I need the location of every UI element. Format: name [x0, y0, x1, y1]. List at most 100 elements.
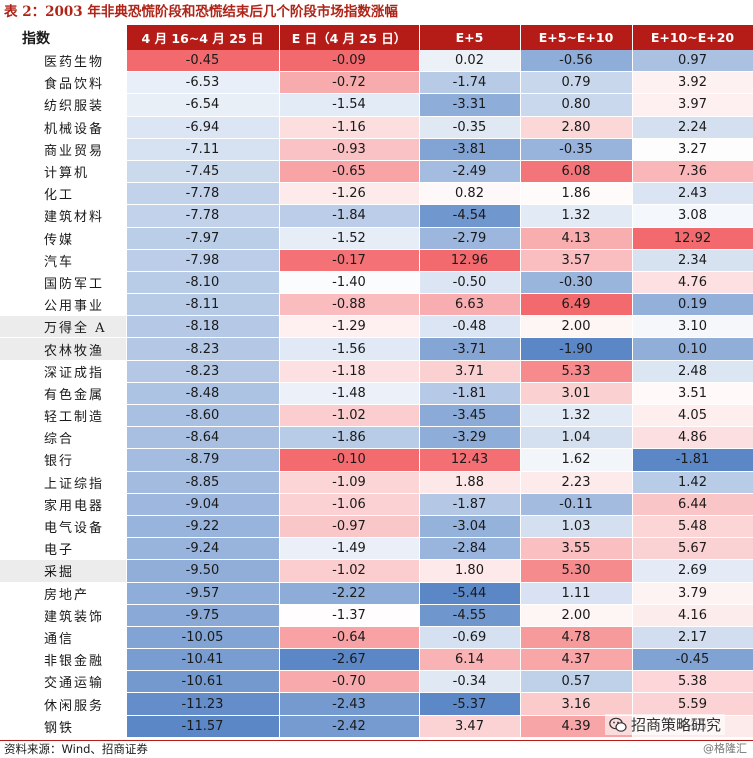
value-cell: -3.45	[419, 404, 521, 428]
value-cell: -7.78	[126, 204, 280, 228]
value-cell: 3.51	[632, 382, 753, 406]
value-cell: 3.47	[419, 715, 521, 738]
value-cell: -8.18	[126, 315, 280, 339]
value-cell: -10.05	[126, 626, 280, 650]
column-header-e10-e20: E+10~E+20	[632, 25, 753, 50]
row-index-name: 有色金属	[0, 382, 127, 406]
value-cell: 1.04	[520, 426, 633, 450]
column-header-index: 指数	[0, 25, 127, 50]
value-cell: -0.88	[279, 293, 420, 317]
value-cell: -0.93	[279, 138, 420, 161]
value-cell: 5.48	[632, 515, 753, 539]
table-row: 电气设备 -9.22 -0.97 -3.04 1.03 5.48	[0, 515, 753, 539]
value-cell: -1.74	[419, 71, 521, 95]
table-row: 建筑装饰 -9.75 -1.37 -4.55 2.00 4.16	[0, 604, 753, 627]
value-cell: 1.62	[520, 448, 633, 472]
table-row: 上证综指 -8.85 -1.09 1.88 2.23 1.42	[0, 471, 753, 494]
value-cell: -5.37	[419, 692, 521, 716]
value-cell: 4.16	[632, 604, 753, 627]
value-cell: 2.43	[632, 182, 753, 206]
value-cell: 5.38	[632, 670, 753, 694]
value-cell: -4.55	[419, 604, 521, 627]
table-title: 表 2：2003 年非典恐慌阶段和恐慌结束后几个阶段市场指数涨幅	[4, 4, 398, 20]
value-cell: -0.72	[279, 71, 420, 95]
value-cell: -0.11	[520, 493, 633, 516]
value-cell: -0.50	[419, 271, 521, 295]
value-cell: 0.10	[632, 337, 753, 361]
value-cell: -7.98	[126, 249, 280, 272]
index-return-table: 指数 4 月 16~4 月 25 日 E 日（4 月 25 日） E+5 E+5…	[0, 25, 753, 738]
row-index-name: 电子	[0, 537, 127, 561]
value-cell: 0.79	[520, 71, 633, 95]
value-cell: -2.43	[279, 692, 420, 716]
value-cell: -1.16	[279, 116, 420, 139]
value-cell: -0.10	[279, 448, 420, 472]
table-row: 食品饮料 -6.53 -0.72 -1.74 0.79 3.92	[0, 71, 753, 95]
column-header-e5: E+5	[419, 25, 521, 50]
value-cell: -1.02	[279, 559, 420, 583]
value-cell: -3.81	[419, 138, 521, 161]
value-cell: -1.81	[632, 448, 753, 472]
value-cell: 2.00	[520, 604, 633, 627]
row-index-name: 建筑装饰	[0, 604, 127, 627]
table-row: 综合 -8.64 -1.86 -3.29 1.04 4.86	[0, 426, 753, 450]
value-cell: -0.64	[279, 626, 420, 650]
value-cell: -8.79	[126, 448, 280, 472]
value-cell: 4.13	[520, 227, 633, 250]
table-row: 通信 -10.05 -0.64 -0.69 4.78 2.17	[0, 626, 753, 650]
value-cell: -1.49	[279, 537, 420, 561]
value-cell: -4.54	[419, 204, 521, 228]
table-row: 建筑材料 -7.78 -1.84 -4.54 1.32 3.08	[0, 204, 753, 228]
value-cell: -1.26	[279, 182, 420, 206]
row-index-name: 国防军工	[0, 271, 127, 295]
row-index-name: 采掘	[0, 559, 127, 583]
value-cell: 3.92	[632, 71, 753, 95]
row-index-name: 银行	[0, 448, 127, 472]
value-cell: 1.03	[520, 515, 633, 539]
value-cell: 6.14	[419, 648, 521, 672]
row-index-name: 建筑材料	[0, 204, 127, 228]
value-cell: -1.84	[279, 204, 420, 228]
value-cell: 6.49	[520, 293, 633, 317]
value-cell: 5.30	[520, 559, 633, 583]
row-index-name: 非银金融	[0, 648, 127, 672]
value-cell: 3.16	[520, 692, 633, 716]
value-cell: -0.56	[520, 50, 633, 73]
value-cell: -2.84	[419, 537, 521, 561]
table-row: 公用事业 -8.11 -0.88 6.63 6.49 0.19	[0, 293, 753, 317]
value-cell: -1.18	[279, 360, 420, 383]
value-cell: 2.23	[520, 471, 633, 494]
value-cell: -2.42	[279, 715, 420, 738]
value-cell: -8.64	[126, 426, 280, 450]
row-index-name: 纺织服装	[0, 93, 127, 117]
row-index-name: 农林牧渔	[0, 337, 127, 361]
value-cell: -1.40	[279, 271, 420, 295]
row-index-name: 交通运输	[0, 670, 127, 694]
value-cell: -6.54	[126, 93, 280, 117]
value-cell: -8.60	[126, 404, 280, 428]
value-cell: -1.48	[279, 382, 420, 406]
value-cell: -9.22	[126, 515, 280, 539]
value-cell: -1.09	[279, 471, 420, 494]
table-row: 国防军工 -8.10 -1.40 -0.50 -0.30 4.76	[0, 271, 753, 295]
value-cell: -0.30	[520, 271, 633, 295]
header-row: 指数 4 月 16~4 月 25 日 E 日（4 月 25 日） E+5 E+5…	[0, 25, 753, 50]
value-cell: -7.97	[126, 227, 280, 250]
value-cell: 3.10	[632, 315, 753, 339]
table-row: 有色金属 -8.48 -1.48 -1.81 3.01 3.51	[0, 382, 753, 406]
value-cell: 4.05	[632, 404, 753, 428]
row-index-name: 休闲服务	[0, 692, 127, 716]
value-cell: 2.17	[632, 626, 753, 650]
value-cell: 5.59	[632, 692, 753, 716]
value-cell: 6.08	[520, 160, 633, 184]
table-row: 房地产 -9.57 -2.22 -5.44 1.11 3.79	[0, 582, 753, 605]
value-cell: -3.29	[419, 426, 521, 450]
row-index-name: 轻工制造	[0, 404, 127, 428]
value-cell: 3.55	[520, 537, 633, 561]
row-index-name: 机械设备	[0, 116, 127, 139]
value-cell: -8.48	[126, 382, 280, 406]
value-cell: 0.97	[632, 50, 753, 73]
value-cell: 1.11	[520, 582, 633, 605]
value-cell: -8.10	[126, 271, 280, 295]
value-cell: 1.32	[520, 404, 633, 428]
